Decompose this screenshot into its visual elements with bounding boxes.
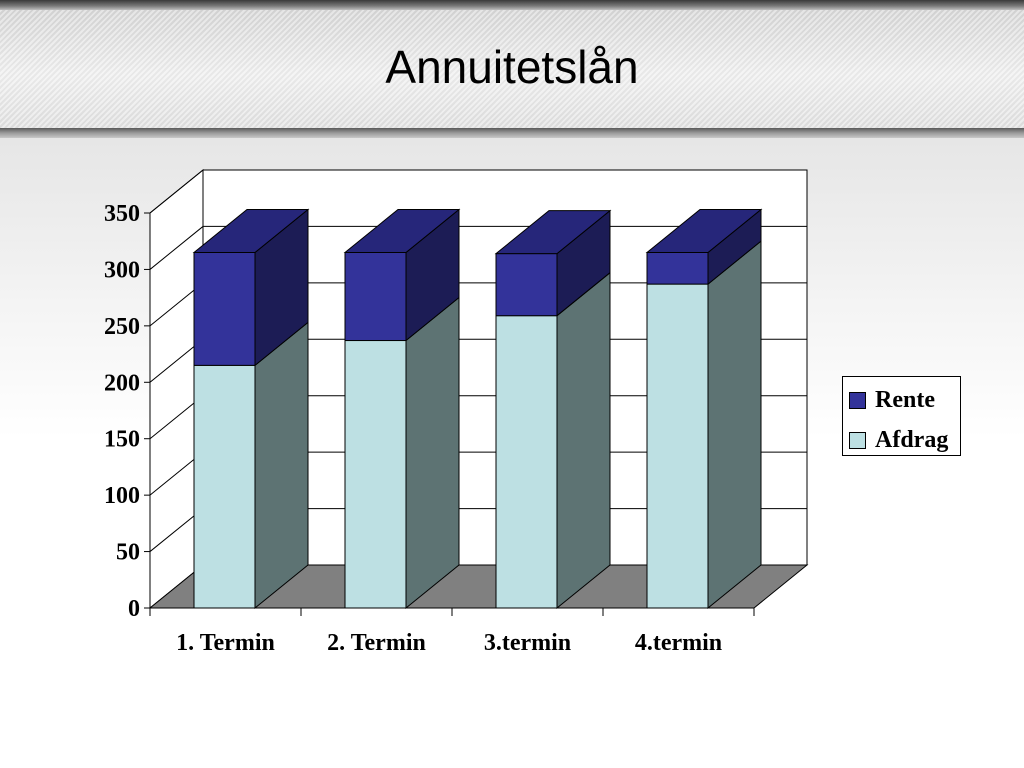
bar-top-rente xyxy=(343,209,461,253)
y-tick-label: 350 xyxy=(104,201,140,227)
legend-swatch-rente xyxy=(849,391,866,409)
bar-top-rente xyxy=(192,209,310,253)
legend-item-afdrag: Afdrag xyxy=(849,427,948,453)
bar-rente xyxy=(646,252,709,285)
top-rule xyxy=(0,0,1024,10)
y-tick-label: 200 xyxy=(104,370,140,396)
bar-rente xyxy=(495,253,558,317)
y-tick-label: 300 xyxy=(104,257,140,283)
slide-title: Annuitetslån xyxy=(385,41,639,93)
bar-side-afdrag xyxy=(556,271,611,610)
y-tick-label: 50 xyxy=(116,540,140,566)
bar-afdrag xyxy=(495,315,558,609)
bar-afdrag xyxy=(646,283,709,609)
bar-rente xyxy=(344,252,407,342)
x-tick-label: 3.termin xyxy=(484,630,571,656)
y-tick-label: 250 xyxy=(104,314,140,340)
gridline xyxy=(149,169,807,214)
chart-legend: Rente Afdrag xyxy=(842,376,961,456)
bar-top-rente xyxy=(494,210,612,255)
bar-side-afdrag xyxy=(707,240,762,610)
header-band xyxy=(0,10,1024,128)
legend-swatch-afdrag xyxy=(849,431,866,449)
y-tick-label: 150 xyxy=(104,427,140,453)
x-tick-label: 4.termin xyxy=(635,630,722,656)
y-tick-label: 0 xyxy=(128,596,140,622)
bar-top-rente xyxy=(645,209,763,253)
y-tick-label: 100 xyxy=(104,483,140,509)
bar-side-afdrag xyxy=(405,296,460,610)
bar-afdrag xyxy=(193,364,256,609)
legend-label-afdrag: Afdrag xyxy=(875,426,949,453)
legend-item-rente: Rente xyxy=(849,387,935,413)
bar-afdrag xyxy=(344,340,407,609)
x-tick-label: 2. Termin xyxy=(327,630,426,656)
header-rule xyxy=(0,128,1024,138)
legend-label-rente: Rente xyxy=(875,386,935,413)
bar-rente xyxy=(193,252,256,366)
x-tick-label: 1. Termin xyxy=(176,630,275,656)
bar-side-afdrag xyxy=(254,321,309,610)
